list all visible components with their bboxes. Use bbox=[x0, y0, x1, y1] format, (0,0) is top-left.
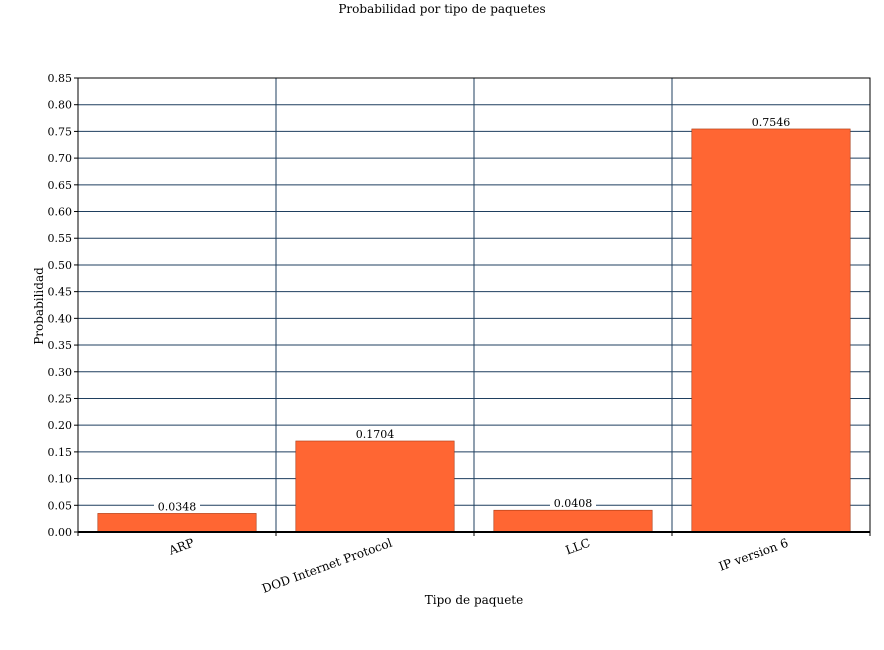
x-tick-label: DOD Internet Protocol bbox=[260, 536, 394, 596]
value-label-bg bbox=[352, 426, 398, 440]
value-label-bg bbox=[154, 499, 200, 513]
x-tick-label: ARP bbox=[166, 536, 196, 558]
bar-1 bbox=[97, 513, 257, 533]
y-tick-label: 0.05 bbox=[48, 499, 73, 512]
y-tick-label: 0.15 bbox=[48, 446, 73, 459]
y-tick-label: 0.30 bbox=[48, 366, 73, 379]
x-axis-label: Tipo de paquete bbox=[425, 593, 523, 607]
y-tick-label: 0.00 bbox=[48, 526, 73, 539]
y-tick-label: 0.80 bbox=[48, 99, 73, 112]
y-tick-label: 0.85 bbox=[48, 72, 73, 85]
y-tick-label: 0.75 bbox=[48, 125, 73, 138]
y-tick-label: 0.10 bbox=[48, 473, 73, 486]
axis-layer bbox=[74, 77, 871, 536]
value-label-bg bbox=[550, 496, 596, 510]
bar-4 bbox=[691, 128, 851, 533]
y-tick-label: 0.45 bbox=[48, 286, 73, 299]
y-tick-label: 0.50 bbox=[48, 259, 73, 272]
value-label: 0.0348 bbox=[158, 500, 197, 513]
y-tick-label: 0.65 bbox=[48, 179, 73, 192]
y-tick-label: 0.35 bbox=[48, 339, 73, 352]
value-label: 0.1704 bbox=[356, 428, 395, 441]
bar-3 bbox=[493, 509, 653, 533]
value-label-bg bbox=[748, 114, 794, 128]
value-label: 0.7546 bbox=[752, 116, 791, 129]
value-label: 0.0408 bbox=[554, 497, 593, 510]
bar-2 bbox=[295, 440, 455, 533]
y-tick-label: 0.60 bbox=[48, 206, 73, 219]
y-tick-label: 0.70 bbox=[48, 152, 73, 165]
y-tick-label: 0.55 bbox=[48, 232, 73, 245]
chart-title: Probabilidad por tipo de paquetes bbox=[338, 2, 545, 16]
y-tick-label: 0.20 bbox=[48, 419, 73, 432]
x-tick-label: LLC bbox=[564, 536, 592, 558]
y-tick-label: 0.40 bbox=[48, 312, 73, 325]
y-tick-label: 0.25 bbox=[48, 392, 73, 405]
x-tick-label: IP version 6 bbox=[717, 536, 790, 574]
y-axis-label: Probabilidad bbox=[32, 267, 46, 345]
